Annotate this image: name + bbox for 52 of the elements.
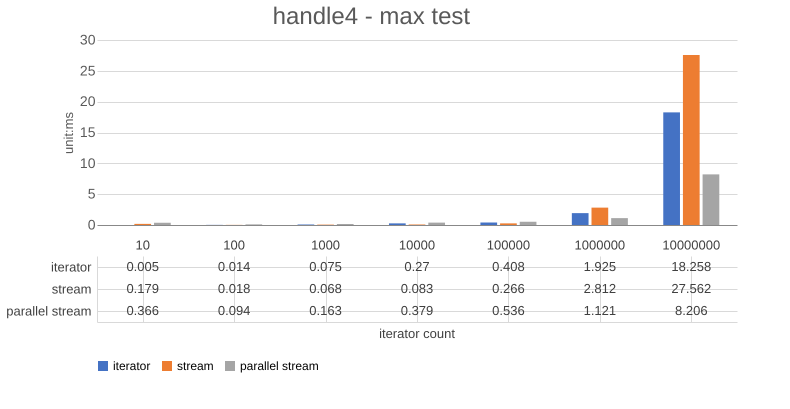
y-axis-title: unit:ms (60, 112, 76, 154)
data-label: 0.083 (400, 281, 434, 296)
bar (702, 174, 720, 225)
text: parallel stream (6, 304, 92, 318)
text: iterator (51, 260, 92, 274)
data-label: 0.536 (492, 303, 525, 318)
data-label: 0.379 (400, 303, 434, 318)
x-tick-label: 10000 (398, 238, 436, 252)
data-label: 0.266 (492, 281, 525, 296)
y-tick-label: 10 (80, 154, 96, 171)
data-label: 0.018 (218, 281, 250, 296)
y-tick-label: 25 (80, 62, 96, 78)
y-tick-label: 30 (80, 32, 96, 48)
legend-label: parallel stream (240, 359, 319, 373)
data-label: 0.27 (404, 259, 430, 274)
x-tick-label: 100 (223, 238, 245, 252)
x-tick-label: 10 (135, 238, 150, 252)
data-label: 0.075 (309, 259, 342, 274)
bar (480, 222, 498, 225)
bar (520, 222, 536, 225)
legend-label: iterator (113, 359, 150, 373)
legend-label: stream (177, 359, 214, 373)
data-label: 1.925 (584, 259, 616, 274)
data-label: 18.258 (671, 259, 712, 274)
bar (663, 112, 680, 225)
data-label: 0.068 (309, 281, 342, 296)
text: stream (52, 282, 92, 296)
data-label: 0.366 (126, 303, 159, 318)
y-tick-label: 15 (80, 124, 96, 140)
text: iterator count (379, 326, 456, 341)
y-tick-label: 20 (80, 93, 96, 110)
chart-title: handle4 - max test (272, 3, 470, 30)
data-label: 0.179 (126, 281, 159, 296)
x-tick-label: 1000000 (574, 238, 626, 252)
y-tick-label: 5 (88, 186, 96, 202)
data-label: 27.562 (671, 281, 712, 296)
data-label: 0.094 (218, 303, 250, 318)
bar (572, 213, 589, 225)
bar (611, 218, 628, 225)
data-label: 0.408 (492, 259, 525, 274)
data-label: 0.005 (126, 259, 159, 274)
data-label: 2.812 (584, 281, 616, 296)
x-tick-label: 1000 (311, 238, 340, 252)
x-tick-label: 100000 (486, 238, 530, 252)
data-label: 1.121 (584, 303, 616, 318)
data-label: 0.163 (309, 303, 342, 318)
data-label: 0.014 (218, 259, 250, 274)
y-tick-label: 0 (88, 216, 96, 232)
data-label: 8.206 (675, 303, 708, 318)
bar (682, 55, 700, 225)
x-tick-label: 10000000 (662, 238, 720, 252)
bar (592, 208, 608, 225)
